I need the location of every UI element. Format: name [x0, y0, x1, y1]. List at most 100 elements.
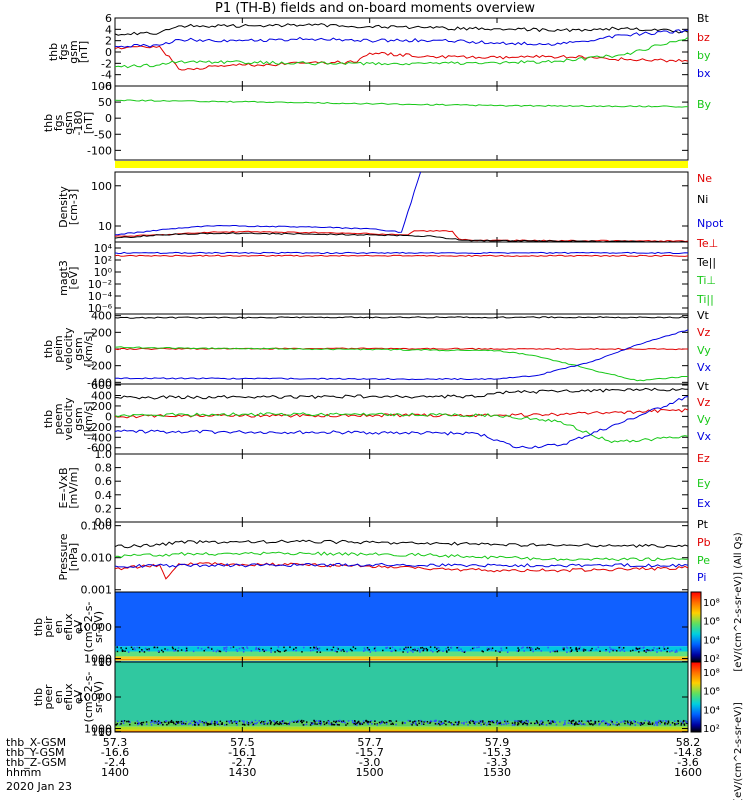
- legend-Vx: Vx: [697, 430, 712, 443]
- speckle: [282, 722, 284, 725]
- speckle: [243, 722, 245, 724]
- speckle: [499, 720, 501, 723]
- speckle: [373, 647, 376, 650]
- speckle: [160, 721, 163, 724]
- speckle: [185, 647, 188, 650]
- speckle: [429, 646, 432, 648]
- speckle: [320, 723, 322, 726]
- speckle: [667, 647, 669, 649]
- speckle: [368, 649, 371, 651]
- speckle: [374, 646, 377, 649]
- ytick-label: 200: [91, 326, 112, 339]
- speckle: [120, 720, 123, 723]
- series-Pe: [115, 551, 688, 562]
- ytick-label: -200: [87, 421, 112, 434]
- series-Vy: [115, 346, 688, 382]
- legend-Vt: Vt: [697, 309, 710, 322]
- speckle: [611, 721, 613, 723]
- speckle: [132, 648, 134, 651]
- speckle: [247, 724, 250, 726]
- spectrogram-peir: [115, 592, 688, 662]
- speckle: [438, 649, 440, 652]
- speckle: [385, 646, 387, 649]
- speckle: [575, 647, 578, 649]
- ylabel-efield: E=-VxB[mV/m]: [57, 467, 80, 508]
- speckle: [241, 720, 244, 722]
- speckle: [335, 723, 338, 725]
- speckle: [402, 651, 404, 653]
- speckle: [283, 646, 285, 649]
- panel-efield: 1.00.80.60.40.20.0 E=-VxB[mV/m] Ez Ey Ex: [57, 448, 711, 529]
- legend-Ti⊥: Ti⊥: [696, 274, 716, 287]
- speckle: [288, 723, 290, 726]
- speckle: [576, 648, 578, 651]
- speckle: [273, 720, 276, 722]
- speckle: [674, 651, 676, 653]
- speckle: [437, 722, 440, 725]
- speckle: [177, 720, 180, 723]
- axis-row-value: 57.7: [357, 736, 382, 749]
- speckle: [152, 720, 155, 722]
- speckle: [223, 724, 226, 726]
- speckle: [575, 648, 577, 650]
- speckle: [523, 721, 526, 724]
- speckle: [569, 647, 572, 649]
- legend-Vx: Vx: [697, 361, 712, 374]
- speckle: [646, 649, 648, 651]
- speckle: [552, 721, 554, 723]
- speckle: [474, 721, 476, 724]
- ytick-label: 1000: [84, 653, 112, 666]
- speckle: [210, 648, 213, 650]
- speckle: [225, 650, 227, 653]
- speckle: [401, 721, 404, 724]
- speckle: [162, 651, 164, 653]
- speckle: [415, 720, 417, 723]
- series-By: [115, 99, 688, 108]
- speckle: [659, 720, 661, 723]
- colorbar-tick: 10⁶: [703, 687, 720, 698]
- speckle: [479, 720, 482, 723]
- speckle: [576, 723, 579, 725]
- speckle: [138, 646, 141, 649]
- speckle: [121, 650, 124, 653]
- speckle: [418, 649, 421, 651]
- series-Pt: [115, 539, 688, 549]
- speckle: [656, 724, 659, 726]
- speckle: [124, 650, 126, 652]
- speckle: [588, 649, 590, 652]
- speckle: [654, 722, 657, 724]
- speckle: [663, 648, 666, 650]
- ylabel-line: fgs: [57, 43, 70, 60]
- series-Vz: [115, 408, 688, 419]
- legend-Vy: Vy: [697, 344, 711, 357]
- speckle: [162, 724, 164, 726]
- ytick-label: 0.2: [95, 502, 113, 515]
- speckle: [145, 721, 148, 723]
- speckle: [177, 647, 180, 649]
- speckle: [575, 723, 577, 725]
- ylabel-line: peir: [42, 616, 55, 638]
- speckle: [523, 650, 525, 652]
- ylabel-density: Density[cm-3]: [57, 186, 80, 228]
- speckle: [482, 650, 484, 653]
- speckle: [326, 721, 328, 724]
- panel-frame: [114, 85, 689, 161]
- speckle: [117, 720, 119, 723]
- ytick-label: 10: [98, 220, 112, 233]
- speckle: [317, 722, 320, 725]
- speckle: [246, 647, 249, 649]
- ylabel-line: gsm: [67, 40, 80, 63]
- speckle: [354, 723, 357, 726]
- speckle: [314, 721, 316, 723]
- speckle: [588, 720, 591, 722]
- speckle: [297, 721, 299, 723]
- speckle: [639, 724, 642, 726]
- series-Vy: [115, 412, 688, 444]
- speckle: [331, 649, 333, 651]
- speckle: [394, 649, 397, 652]
- speckle: [450, 646, 453, 649]
- speckle: [211, 720, 213, 723]
- ytick-label: -2: [101, 57, 112, 70]
- speckle: [540, 650, 543, 652]
